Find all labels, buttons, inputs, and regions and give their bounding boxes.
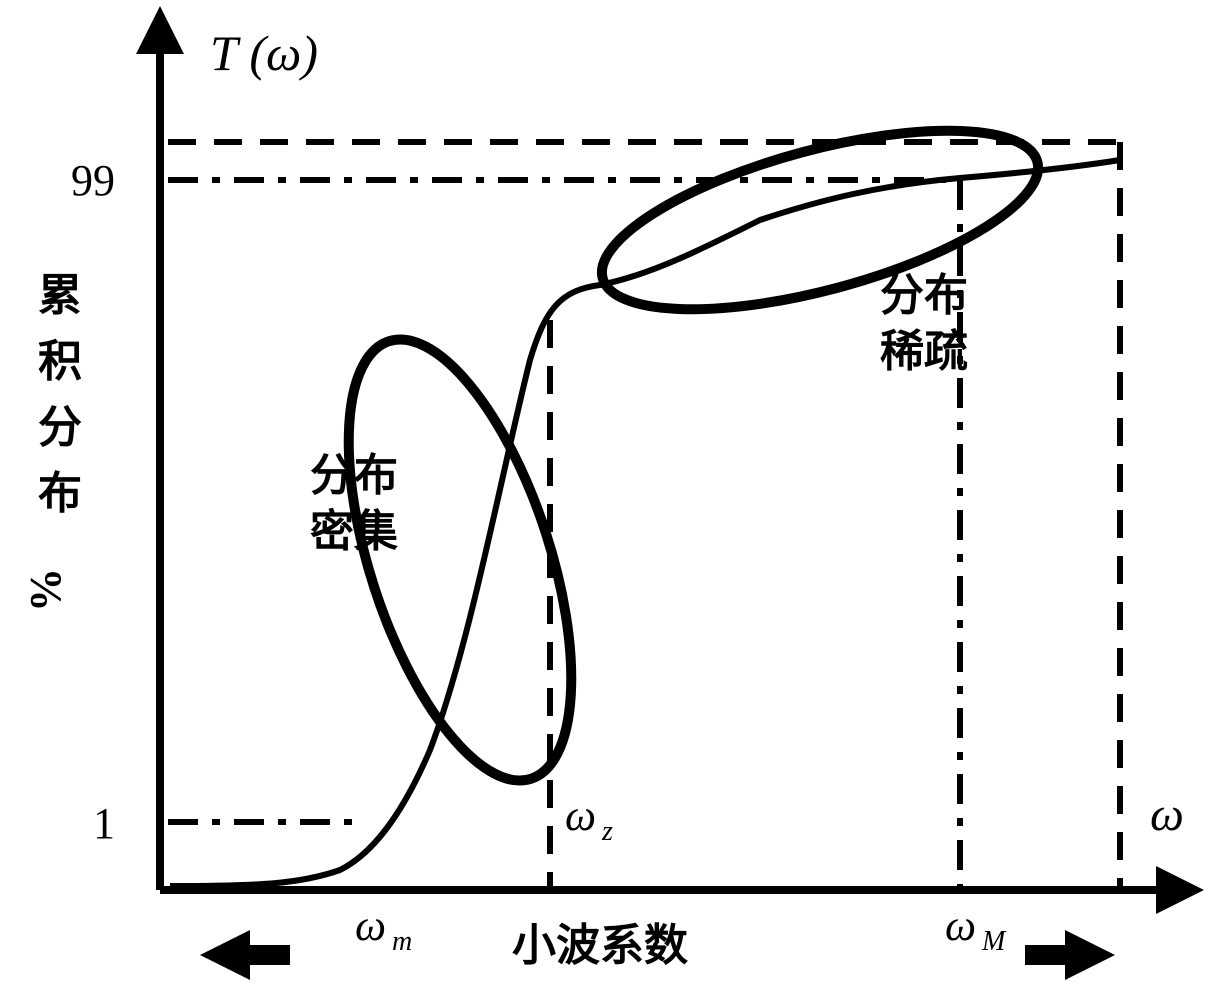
svg-text:分布: 分布 [310, 451, 398, 500]
y-fn-label: T (ω) [210, 25, 318, 81]
y-axis-title: 累 积 分 布 % [21, 271, 82, 612]
svg-text:积: 积 [38, 337, 82, 386]
svg-text:累: 累 [38, 271, 82, 320]
svg-text:ω: ω [565, 791, 596, 840]
svg-text:z: z [601, 816, 613, 847]
bottom-arrow-right [1025, 930, 1115, 980]
svg-text:分布: 分布 [880, 271, 968, 320]
xtick-wM: ω M [945, 901, 1007, 957]
svg-text:m: m [392, 926, 412, 957]
ytick-1: 1 [93, 799, 115, 848]
svg-text:ω: ω [945, 901, 976, 950]
label-sparse: 分布 稀疏 [880, 271, 968, 376]
xtick-wz: ω z [565, 791, 613, 847]
svg-text:布: 布 [38, 469, 82, 518]
svg-text:ω: ω [355, 901, 386, 950]
xtick-wm: ω m [355, 901, 412, 957]
ytick-99: 99 [71, 156, 115, 205]
x-axis-title: 小波系数 [512, 921, 688, 970]
x-axis-symbol: ω [1150, 788, 1184, 841]
cdf-diagram: T (ω) ω 99 1 ω m ω z ω M 累 积 分 布 % 小波系数 … [0, 0, 1213, 991]
bottom-arrow-left [200, 930, 290, 980]
svg-text:密集: 密集 [310, 507, 398, 556]
svg-text:稀疏: 稀疏 [880, 327, 968, 376]
svg-text:分: 分 [38, 403, 82, 452]
svg-text:%: % [21, 568, 70, 612]
ellipse-sparse [585, 94, 1056, 346]
ellipse-dense [303, 313, 616, 806]
svg-text:M: M [981, 926, 1007, 957]
